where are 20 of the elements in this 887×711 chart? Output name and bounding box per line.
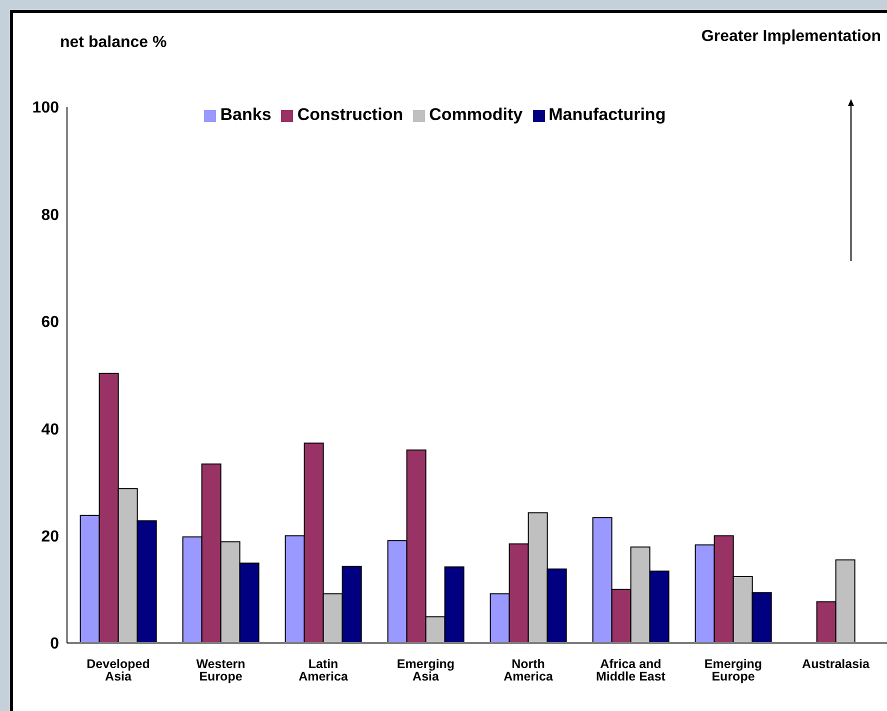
y-tick-label: 20 — [41, 528, 60, 546]
text: Greater Implementation — [701, 28, 881, 46]
legend-label: Construction — [297, 105, 404, 124]
x-tick-label: Developed Asia — [86, 656, 150, 684]
x-tick-label: Latin America — [298, 656, 349, 684]
y-tick-label: 100 — [32, 100, 60, 117]
legend-label: Manufacturing — [548, 105, 666, 124]
legend-label: Commodity — [429, 105, 523, 124]
x-tick-label: Western Europe — [196, 656, 246, 684]
y-tick-label: 60 — [41, 314, 60, 332]
x-tick-label: Australasia — [802, 656, 870, 671]
legend-label: Banks — [220, 105, 272, 124]
y-axis-title: net balance % — [60, 34, 167, 52]
x-tick-label: North America — [504, 656, 554, 684]
x-tick-label: Emerging Asia — [396, 656, 455, 684]
y-tick-label: 0 — [50, 636, 60, 653]
y-tick-label: 80 — [41, 206, 60, 224]
y-tick-label: 40 — [41, 421, 60, 438]
x-tick-label: Emerging Europe — [704, 656, 762, 684]
x-tick-label: Africa and Middle East — [596, 656, 666, 684]
